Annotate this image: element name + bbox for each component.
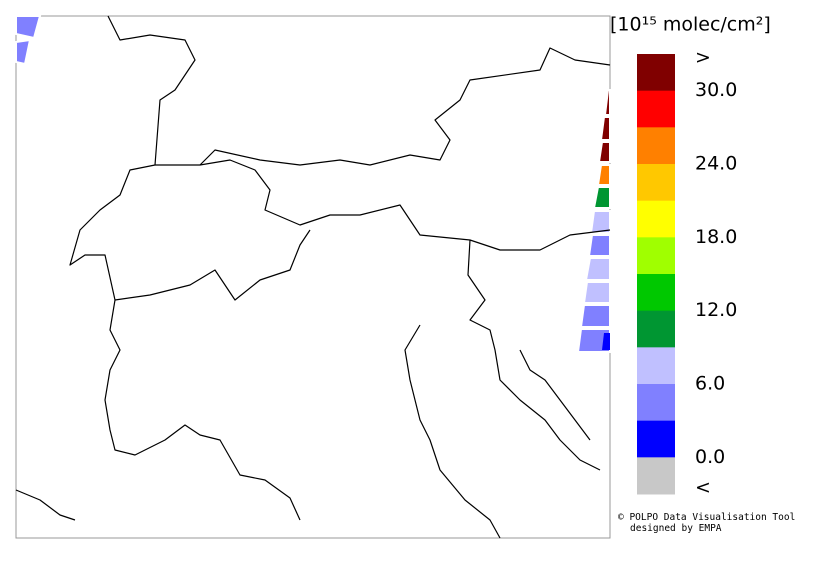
legend-swatch bbox=[637, 310, 675, 348]
credit-line: designed by EMPA bbox=[630, 523, 722, 534]
legend-label: < bbox=[695, 477, 711, 499]
legend-swatch bbox=[637, 54, 675, 92]
legend-label: 30.0 bbox=[695, 79, 737, 101]
map bbox=[15, 15, 611, 539]
satellite-pixels bbox=[15, 15, 611, 353]
legend-label: 24.0 bbox=[695, 153, 737, 175]
legend-swatch bbox=[637, 90, 675, 128]
legend-label: 6.0 bbox=[695, 373, 725, 395]
legend-label: > bbox=[695, 47, 711, 69]
legend-swatch bbox=[637, 384, 675, 422]
legend-title: [10¹⁵ molec/cm²] bbox=[610, 14, 771, 36]
legend-swatch bbox=[637, 420, 675, 458]
borders bbox=[15, 15, 611, 539]
legend-swatch bbox=[637, 200, 675, 238]
legend-swatch bbox=[637, 457, 675, 495]
legend-swatch bbox=[637, 347, 675, 385]
credit-line: © POLPO Data Visualisation Tool bbox=[618, 512, 795, 523]
legend-label: 12.0 bbox=[695, 299, 737, 321]
legend-label: 0.0 bbox=[695, 446, 725, 468]
legend-swatch bbox=[637, 274, 675, 312]
legend-swatch bbox=[637, 127, 675, 165]
map-frame bbox=[15, 15, 611, 539]
legend: >30.0 24.0 18.0 12.0 6.0 0.0 < bbox=[637, 47, 737, 499]
legend-swatch bbox=[637, 164, 675, 202]
legend-label: 18.0 bbox=[695, 226, 737, 248]
legend-swatch bbox=[637, 237, 675, 275]
